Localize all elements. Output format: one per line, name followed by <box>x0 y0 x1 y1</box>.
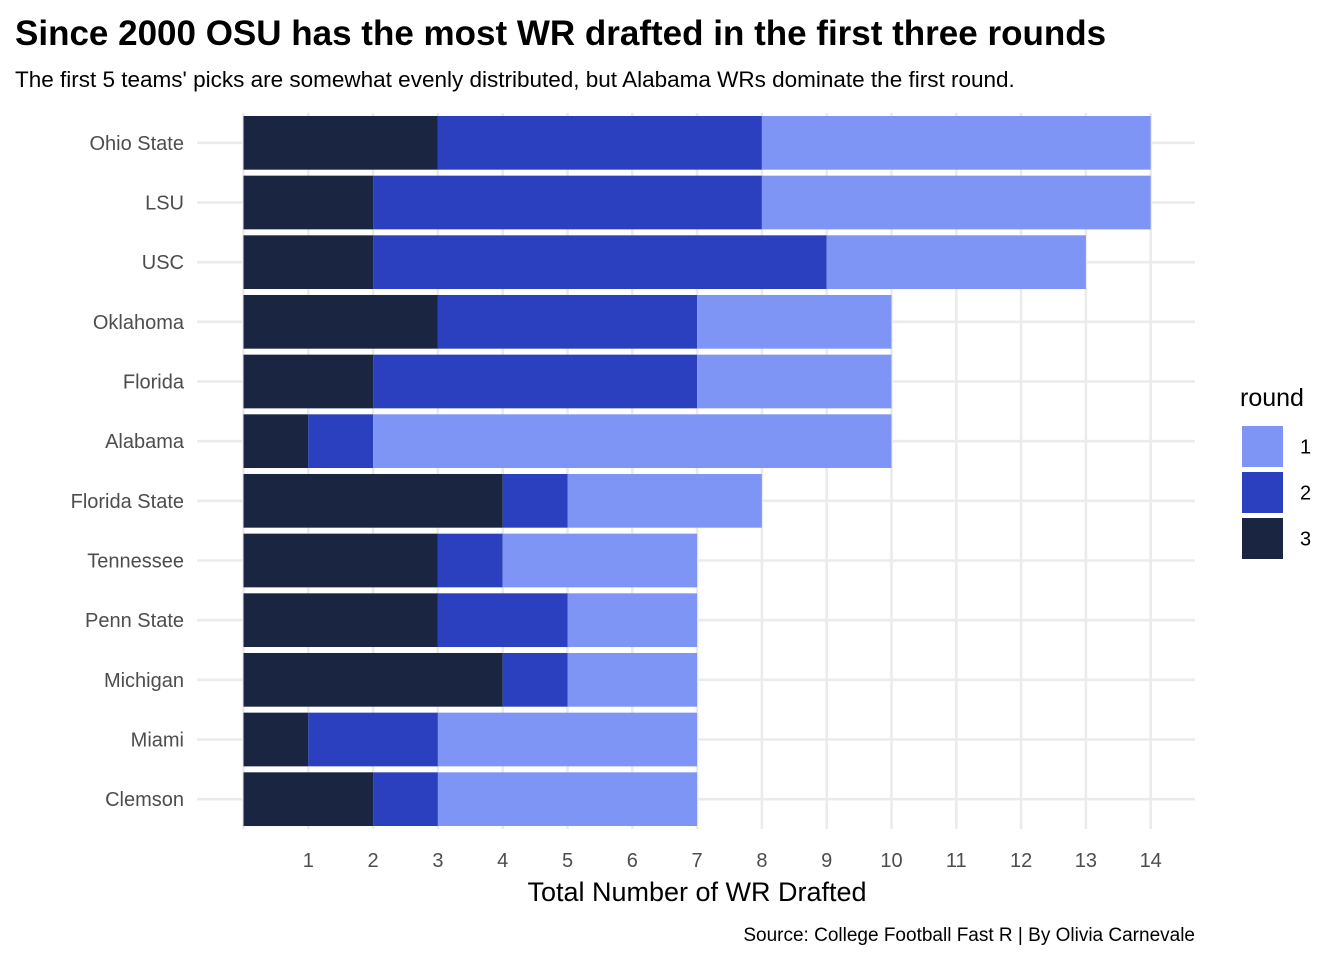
legend: round 1 2 3 <box>1240 384 1311 559</box>
bar-segment <box>243 772 374 827</box>
bar-segment <box>373 354 698 409</box>
bar-segment <box>243 414 309 469</box>
bar-segment <box>243 235 374 290</box>
legend-key <box>1242 472 1283 513</box>
bar-segment <box>502 533 698 588</box>
bar-segment <box>243 473 503 528</box>
y-tick-label: Alabama <box>105 431 185 453</box>
bar-segment <box>567 593 698 648</box>
y-tick-label: USC <box>142 252 184 274</box>
bar-segment <box>373 414 892 469</box>
bar-segment <box>243 712 309 767</box>
bar-segment <box>697 354 892 409</box>
chart-caption: Source: College Football Fast R | By Oli… <box>743 925 1195 946</box>
y-tick-label: Florida <box>123 372 185 394</box>
bar-segment <box>437 533 503 588</box>
bar-segment <box>437 593 568 648</box>
x-tick-label: 1 <box>303 850 314 872</box>
bar-segment <box>502 652 568 707</box>
x-tick-label: 6 <box>627 850 638 872</box>
x-tick-label: 13 <box>1075 850 1097 872</box>
x-tick-label: 7 <box>692 850 703 872</box>
legend-title: round <box>1240 384 1304 412</box>
x-tick-label: 8 <box>756 850 767 872</box>
bar-segment <box>308 712 438 767</box>
bar-segment <box>761 115 1151 170</box>
bar-segment <box>243 593 438 648</box>
y-tick-label: Ohio State <box>89 133 184 155</box>
legend-key <box>1242 518 1283 559</box>
x-tick-label: 10 <box>880 850 902 872</box>
x-axis-label: Total Number of WR Drafted <box>527 877 866 907</box>
legend-label: 3 <box>1300 529 1311 551</box>
y-tick-label: Clemson <box>105 789 184 811</box>
bar-segment <box>437 772 698 827</box>
bar-segment <box>243 175 374 230</box>
x-tick-label: 4 <box>497 850 508 872</box>
chart-subtitle: The first 5 teams' picks are somewhat ev… <box>15 67 1015 92</box>
legend-key <box>1242 426 1283 467</box>
bar-segment <box>243 294 438 349</box>
bar-segment <box>373 175 762 230</box>
bar-segment <box>502 473 568 528</box>
chart-title: Since 2000 OSU has the most WR drafted i… <box>15 14 1106 53</box>
y-tick-label: Miami <box>131 730 184 752</box>
y-tick-label: Oklahoma <box>93 312 185 334</box>
y-tick-label: LSU <box>145 193 184 215</box>
bar-segment <box>243 533 438 588</box>
bar-segment <box>243 652 503 707</box>
bar-segment <box>437 294 698 349</box>
x-tick-label: 5 <box>562 850 573 872</box>
bar-segment <box>373 772 438 827</box>
y-tick-label: Penn State <box>85 610 184 632</box>
x-tick-label: 12 <box>1010 850 1032 872</box>
bar-segment <box>243 354 374 409</box>
bar-segment <box>567 473 762 528</box>
x-tick-label: 3 <box>432 850 443 872</box>
bar-segment <box>567 652 698 707</box>
bar-segment <box>437 712 698 767</box>
bars <box>243 115 1151 827</box>
bar-segment <box>437 115 762 170</box>
y-tick-label: Michigan <box>104 670 184 692</box>
x-tick-label: 11 <box>946 850 967 872</box>
x-tick-label: 14 <box>1140 850 1162 872</box>
x-axis-ticks: 1 2 3 4 5 6 7 8 9 10 11 12 13 14 <box>303 850 1162 872</box>
y-tick-label: Florida State <box>71 491 184 513</box>
bar-segment <box>243 115 438 170</box>
bar-segment <box>697 294 892 349</box>
x-tick-label: 9 <box>821 850 832 872</box>
bar-segment <box>826 235 1086 290</box>
legend-label: 1 <box>1300 437 1311 459</box>
y-tick-label: Tennessee <box>87 551 184 573</box>
x-tick-label: 2 <box>368 850 379 872</box>
legend-label: 2 <box>1300 483 1311 505</box>
bar-segment <box>761 175 1151 230</box>
bar-segment <box>308 414 374 469</box>
y-axis-ticks: Ohio State LSU USC Oklahoma Florida Alabama Fl… <box>71 133 185 811</box>
bar-segment <box>373 235 827 290</box>
